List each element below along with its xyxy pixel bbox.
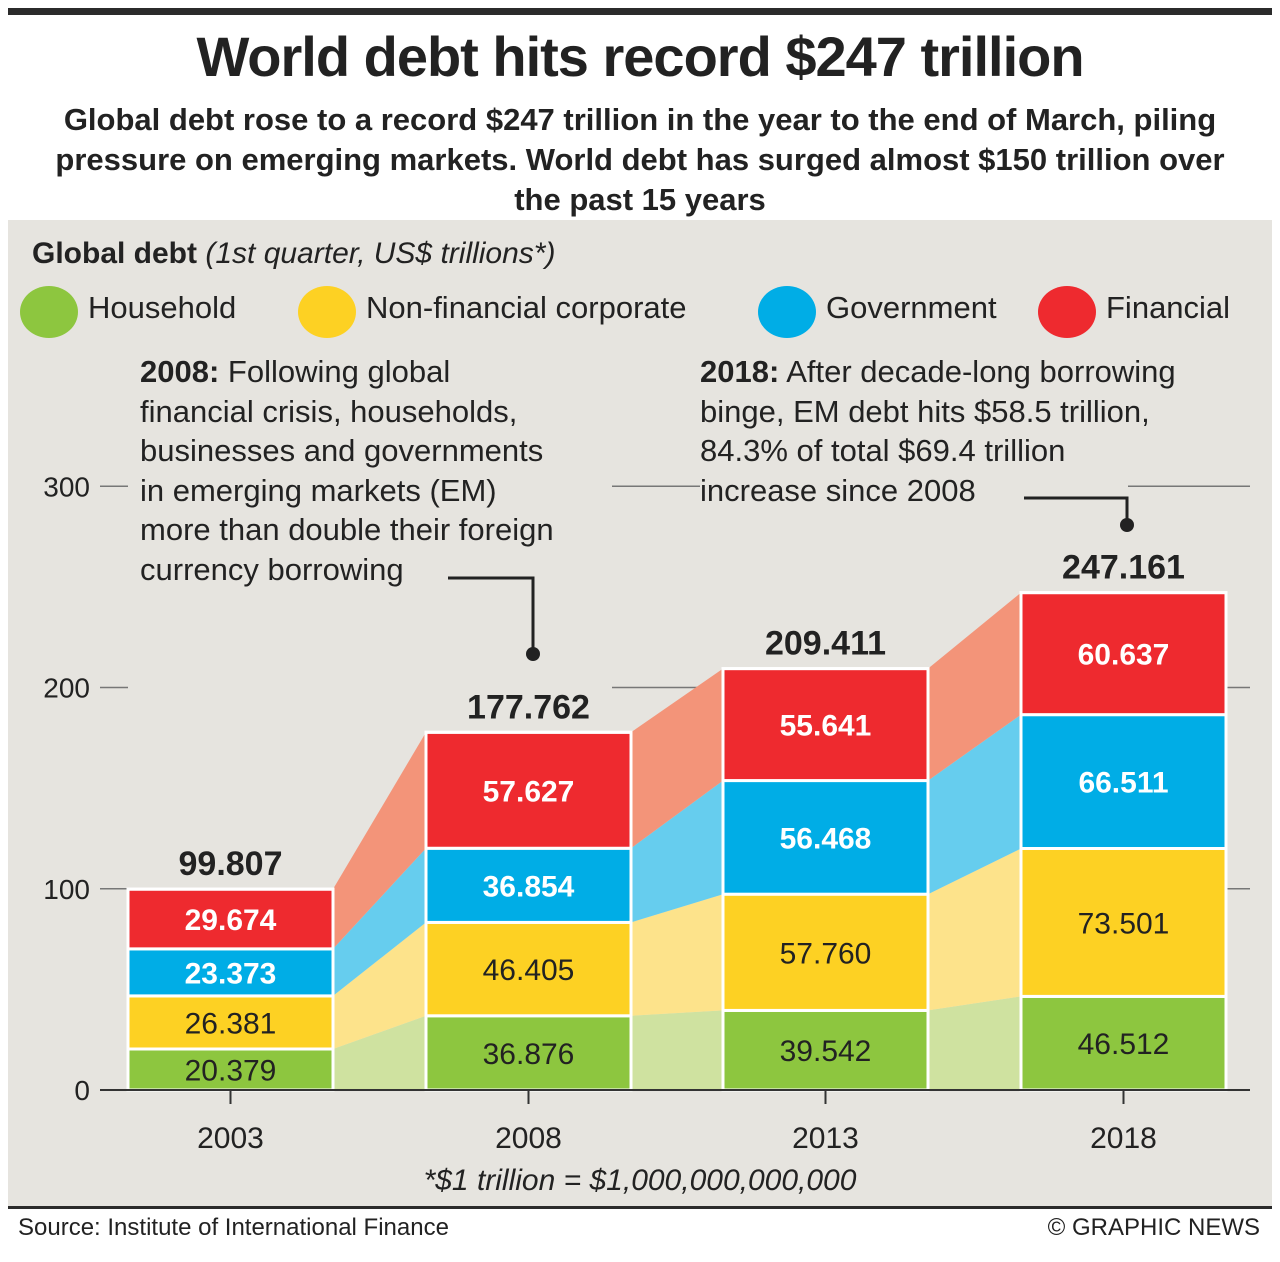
bar-value-label: 73.501 [1078, 907, 1170, 940]
annotation-2008-line: in emerging markets (EM) [140, 472, 497, 508]
bar-segment [1019, 994, 1228, 1092]
connector-area-financial [333, 732, 426, 949]
bar-segment [424, 730, 633, 850]
connector-area-non-financial-corporate [631, 894, 723, 1016]
legend-swatch-corporate [298, 286, 356, 338]
y-tick-label: 200 [43, 673, 90, 704]
x-tick-label: 2013 [792, 1122, 859, 1155]
legend-label-financial: Financial [1106, 290, 1231, 325]
annotation-2018: 2018: After decade-long borrowing binge,… [700, 352, 1260, 510]
bar-value-label: 56.468 [780, 822, 872, 855]
connector-area-financial [631, 668, 723, 849]
annotation-2008-line: Following global [219, 354, 451, 389]
legend-swatch-household [20, 286, 78, 338]
legend-swatch-government [758, 286, 816, 338]
annotation-2018-line: After decade-long borrowing [779, 354, 1176, 389]
connector-area-non-financial-corporate [928, 848, 1021, 1011]
connector-area-household [333, 1015, 426, 1090]
bar-total-label: 247.161 [1062, 549, 1185, 587]
chart-title-bold: Global debt [32, 237, 197, 270]
bar-value-label: 46.512 [1078, 1028, 1170, 1061]
source-credit: Source: Institute of International Finan… [18, 1214, 449, 1241]
annotation-2018-line: binge, EM debt hits $58.5 trillion, [700, 393, 1150, 429]
bar-stack-2018 [1019, 591, 1228, 1092]
chart-title-unit: (1st quarter, US$ trillions*) [205, 237, 556, 270]
bar-value-label: 20.379 [185, 1054, 277, 1087]
legend-label-corporate: Non-financial corporate [366, 290, 687, 325]
bar-value-label: 23.373 [185, 957, 277, 990]
bar-total-label: 99.807 [179, 845, 283, 883]
leader-dot-2018 [1120, 518, 1134, 532]
y-tick-label: 300 [43, 471, 90, 502]
bar-stack-2003 [126, 887, 335, 1092]
connector-area-government [928, 714, 1021, 895]
connector-area-non-financial-corporate [333, 922, 426, 1049]
bar-value-label: 36.876 [483, 1038, 575, 1071]
bar-value-label: 57.760 [780, 937, 872, 970]
legend-label-government: Government [826, 290, 997, 325]
bar-value-label: 29.674 [185, 904, 277, 937]
bar-segment [1019, 713, 1228, 850]
bar-value-label: 46.405 [483, 954, 575, 987]
footnote: *$1 trillion = $1,000,000,000,000 [423, 1164, 857, 1197]
top-rule [8, 8, 1272, 15]
leader-line-2008 [448, 576, 535, 652]
bar-stack-2008 [424, 730, 633, 1092]
bar-value-label: 60.637 [1078, 639, 1170, 672]
x-tick-label: 2008 [495, 1122, 562, 1155]
annotation-2018-year: 2018: [700, 354, 780, 389]
annotation-2018-line: increase since 2008 [700, 472, 976, 508]
bar-segment [1019, 591, 1228, 717]
x-tick-label: 2003 [197, 1122, 264, 1155]
legend-swatch-financial [1038, 286, 1096, 338]
bar-value-label: 36.854 [483, 870, 575, 903]
annotation-2008-year: 2008: [140, 354, 220, 389]
bar-value-label: 66.511 [1078, 767, 1168, 800]
x-tick-label: 2018 [1090, 1122, 1157, 1155]
legend-label-household: Household [88, 290, 237, 325]
annotation-2008-line: currency borrowing [140, 551, 404, 587]
connector-area-financial [928, 592, 1021, 781]
chart-title: Global debt (1st quarter, US$ trillions*… [32, 237, 555, 271]
annotation-2008-line: financial crisis, households, [140, 393, 518, 429]
bar-total-label: 177.762 [467, 688, 590, 726]
bar-total-label: 209.411 [765, 625, 886, 663]
connector-area-household [631, 1010, 723, 1090]
bar-segment [1019, 846, 1228, 998]
connector-area-government [631, 780, 723, 923]
bar-segment [721, 667, 930, 783]
publisher-credit: © GRAPHIC NEWS [1047, 1214, 1260, 1241]
bar-value-label: 57.627 [483, 775, 575, 808]
bar-value-label: 39.542 [780, 1035, 872, 1068]
headline: World debt hits record $247 trillion [196, 25, 1084, 88]
leader-dot-2008 [526, 647, 540, 661]
annotation-2008: 2008: Following global financial crisis,… [140, 352, 640, 589]
y-tick-label: 100 [43, 874, 90, 905]
legend: Household Non-financial corporate Govern… [20, 284, 1260, 340]
annotation-2018-line: 84.3% of total $69.4 trillion [700, 433, 1066, 468]
bottom-rule [8, 1206, 1272, 1209]
connector-area-government [333, 848, 426, 996]
bar-stack-2013 [721, 667, 930, 1092]
bar-value-label: 26.381 [185, 1007, 277, 1040]
connector-area-household [928, 996, 1021, 1090]
annotation-2008-line: businesses and governments [140, 433, 544, 468]
annotation-2008-line: more than double their foreign [140, 512, 554, 547]
y-tick-label: 0 [74, 1075, 90, 1106]
leader-line-2018 [1024, 496, 1129, 522]
bar-segment [721, 779, 930, 896]
bar-value-label: 55.641 [780, 710, 872, 743]
subheadline: Global debt rose to a record $247 trilli… [55, 102, 1225, 217]
